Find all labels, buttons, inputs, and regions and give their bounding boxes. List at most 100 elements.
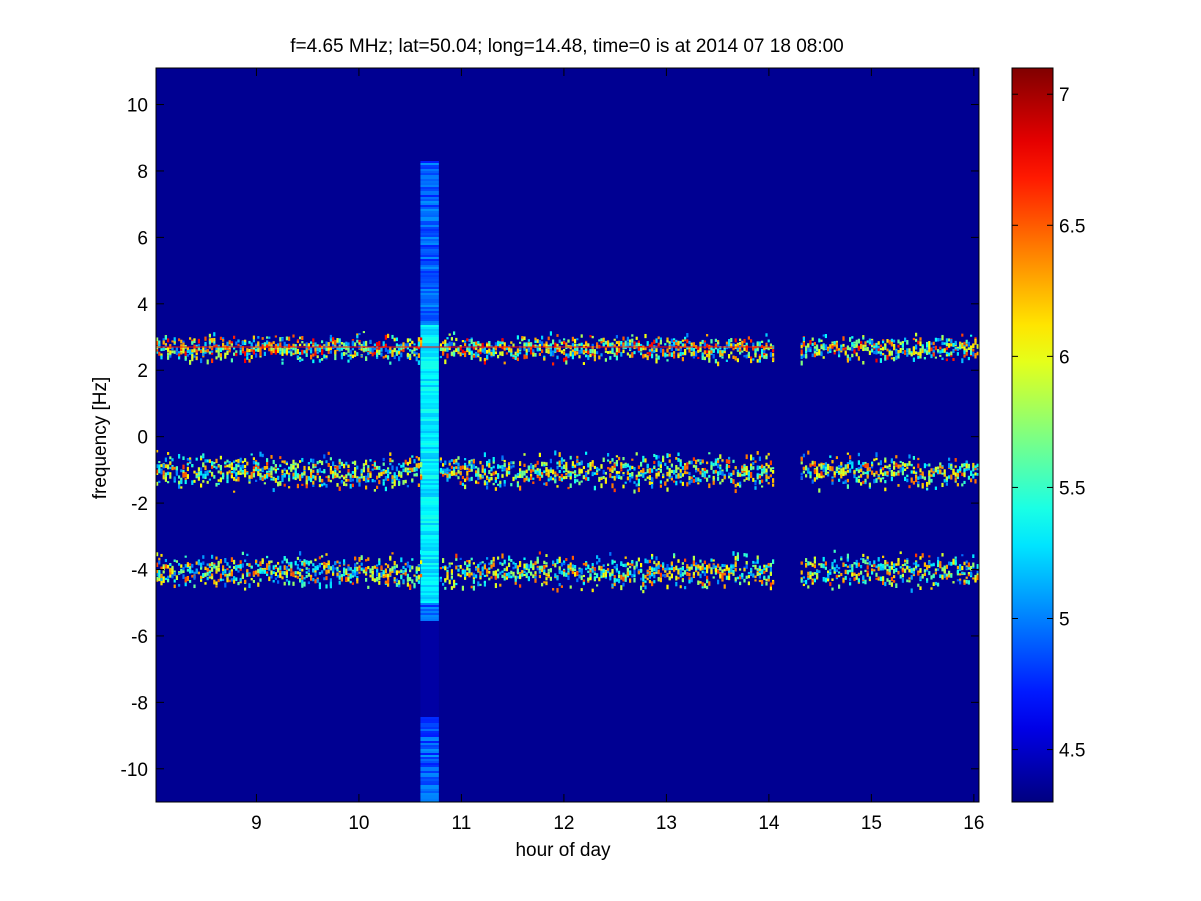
event-stripe <box>420 516 439 519</box>
trace-pixel <box>285 571 288 577</box>
trace-pixel <box>552 477 555 481</box>
trace-pixel <box>824 469 827 474</box>
event-stripe <box>420 268 439 271</box>
trace-pixel <box>950 338 953 344</box>
trace-pixel <box>855 559 858 563</box>
event-stripe <box>420 588 439 591</box>
trace-pixel <box>281 352 284 356</box>
trace-pixel <box>158 343 161 347</box>
trace-pixel <box>468 559 471 564</box>
trace-pixel <box>325 553 328 556</box>
trace-pixel <box>459 352 462 357</box>
trace-pixel <box>505 577 508 580</box>
trace-pixel <box>211 350 214 353</box>
trace-pixel <box>217 482 220 485</box>
trace-pixel <box>233 576 236 580</box>
trace-pixel <box>679 462 682 467</box>
trace-pixel <box>615 578 618 582</box>
trace-pixel <box>965 466 968 471</box>
event-stripe <box>420 586 439 589</box>
trace-pixel <box>934 466 937 470</box>
trace-pixel <box>604 350 607 353</box>
trace-pixel <box>838 470 841 475</box>
trace-pixel <box>239 564 242 569</box>
trace-pixel <box>382 471 385 475</box>
trace-pixel <box>703 350 706 355</box>
trace-pixel <box>952 471 955 475</box>
trace-pixel <box>695 459 698 465</box>
trace-pixel <box>409 577 412 582</box>
trace-pixel <box>505 470 508 475</box>
trace-pixel <box>908 485 911 489</box>
trace-pixel <box>543 560 546 565</box>
event-stripe <box>420 662 439 665</box>
trace-pixel <box>563 476 566 480</box>
trace-pixel <box>679 569 682 575</box>
trace-pixel <box>765 353 768 358</box>
trace-pixel <box>252 469 255 473</box>
trace-pixel <box>186 457 189 461</box>
trace-pixel <box>868 482 871 488</box>
trace-pixel <box>800 472 803 476</box>
trace-pixel <box>523 557 526 561</box>
trace-pixel <box>655 563 658 568</box>
trace-pixel <box>552 339 555 345</box>
trace-pixel <box>464 351 467 355</box>
trace-pixel <box>842 481 845 485</box>
trace-pixel <box>752 462 755 465</box>
trace-pixel <box>464 465 467 469</box>
trace-pixel <box>829 466 832 471</box>
trace-pixel <box>266 571 269 574</box>
trace-pixel <box>186 463 189 466</box>
trace-pixel <box>886 578 889 582</box>
trace-pixel <box>743 567 746 572</box>
trace-pixel <box>591 471 594 475</box>
event-stripe <box>420 704 439 707</box>
event-stripe <box>420 384 439 387</box>
trace-pixel <box>475 470 478 474</box>
trace-pixel <box>697 356 700 360</box>
event-stripe <box>420 656 439 659</box>
trace-pixel <box>316 469 319 473</box>
event-stripe <box>420 202 439 205</box>
trace-pixel <box>758 465 761 470</box>
trace-pixel <box>182 348 185 354</box>
trace-pixel <box>701 352 704 357</box>
trace-pixel <box>349 355 352 360</box>
event-stripe <box>420 272 439 275</box>
trace-pixel <box>224 558 227 563</box>
trace-pixel <box>602 469 605 475</box>
trace-pixel <box>739 473 742 477</box>
trace-pixel <box>873 569 876 572</box>
trace-pixel <box>450 562 453 565</box>
trace-pixel <box>323 454 326 459</box>
trace-pixel <box>972 343 975 349</box>
trace-pixel <box>591 460 594 464</box>
trace-pixel <box>261 558 264 562</box>
trace-pixel <box>657 569 660 575</box>
trace-pixel <box>961 463 964 468</box>
trace-pixel <box>415 356 418 362</box>
event-stripe <box>420 684 439 687</box>
trace-pixel <box>545 462 548 466</box>
frequency-traces <box>156 331 979 594</box>
trace-pixel <box>354 352 357 356</box>
trace-pixel <box>877 349 880 354</box>
trace-pixel <box>897 354 900 359</box>
trace-pixel <box>279 342 282 347</box>
trace-pixel <box>820 463 823 469</box>
trace-pixel <box>384 486 387 492</box>
trace-pixel <box>389 571 392 576</box>
trace-pixel <box>316 344 319 348</box>
trace-pixel <box>475 480 478 484</box>
trace-pixel <box>952 468 955 473</box>
trace-pixel <box>703 340 706 345</box>
trace-pixel <box>395 337 398 342</box>
trace-pixel <box>351 573 354 578</box>
trace-pixel <box>288 477 291 482</box>
trace-pixel <box>543 482 546 486</box>
trace-pixel <box>697 564 700 569</box>
trace-pixel <box>486 477 489 480</box>
trace-pixel <box>884 354 887 359</box>
trace-pixel <box>644 580 647 583</box>
